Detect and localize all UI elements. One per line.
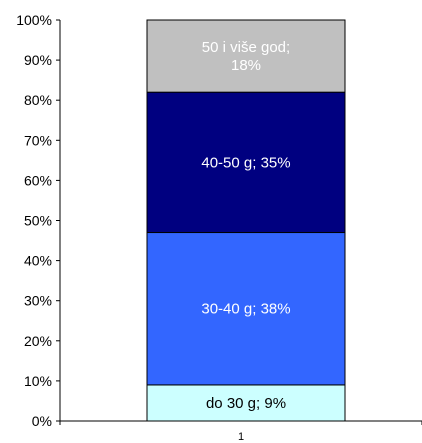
y-tick-label: 70%	[24, 132, 52, 148]
y-tick-label: 100%	[16, 12, 52, 28]
bar-segments	[146, 19, 346, 422]
y-tick-label: 60%	[24, 172, 52, 188]
y-tick-label: 90%	[24, 52, 52, 68]
bar-segment	[146, 232, 346, 386]
y-tick-label: 40%	[24, 253, 52, 269]
data-label: do 30 g; 9%	[206, 395, 286, 412]
x-axis: 1	[59, 420, 422, 443]
y-tick-label: 80%	[24, 92, 52, 108]
bar-segment	[146, 19, 346, 93]
y-tick-label: 0%	[32, 413, 52, 429]
data-label: 40-50 g; 35%	[201, 154, 290, 171]
y-tick-label: 30%	[24, 293, 52, 309]
data-label: 30-40 g; 38%	[201, 301, 290, 318]
y-tick-label: 50%	[24, 213, 52, 229]
y-tick-label: 10%	[24, 373, 52, 389]
y-axis: 0% 10% 20% 30% 40% 50% 60% 70% 80% 90% 100%	[16, 12, 61, 429]
bar-segment	[146, 91, 346, 234]
y-tick-label: 20%	[24, 333, 52, 349]
segment-labels: do 30 g; 9% 30-40 g; 38% 40-50 g; 35% 50 i …	[201, 39, 290, 412]
x-tick-label: 1	[238, 431, 244, 443]
data-label: 50 i više god; 18%	[202, 39, 290, 74]
bar-segment	[146, 384, 346, 422]
